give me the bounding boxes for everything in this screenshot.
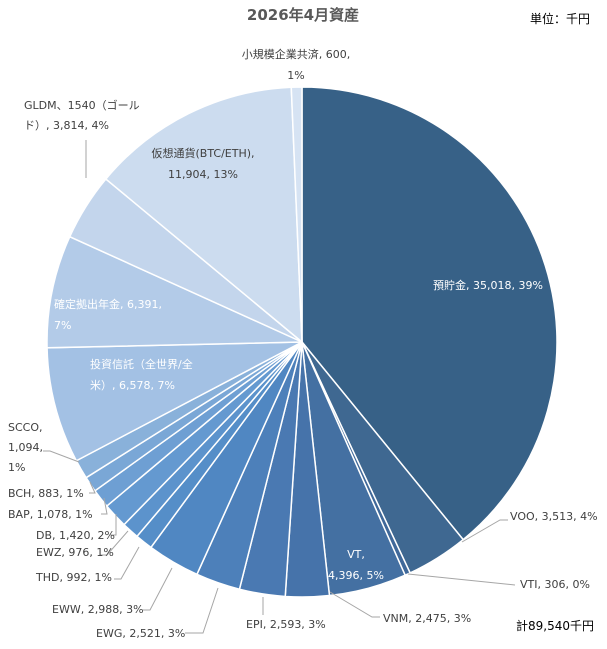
data-label: VNM, 2,475, 3% [383,612,471,625]
leader-line [114,546,140,580]
data-label: VTI, 306, 0% [520,578,590,591]
unit-note: 単位：千円 [530,11,590,26]
data-label: 7% [54,319,71,332]
pie-slice [301,86,558,541]
data-label: VOO, 3,513, 4% [510,510,598,523]
leader-line [407,573,516,586]
data-label: ド）, 3,814, 4% [24,119,109,132]
data-label: EWZ, 976, 1% [36,546,114,559]
pie-slice [290,86,303,343]
data-label: 11,904, 13% [168,168,238,181]
pie-slice [46,341,303,462]
leader-line [143,567,173,611]
chart-title: 2026年4月資産 [247,6,359,24]
data-label: VT, [347,548,365,561]
data-label: 1,094, [8,441,43,454]
data-label: 仮想通貨(BTC/ETH), [151,146,254,160]
data-label: 1% [287,69,304,82]
data-label: 1% [8,461,25,474]
leader-line [110,514,117,536]
leader-line [185,587,219,634]
data-label: 投資信託（全世界/全 [90,357,193,371]
data-label: GLDM、1540（ゴール [24,98,140,112]
leader-line [461,519,508,543]
leader-line [43,450,80,463]
data-label: EWW, 2,988, 3% [52,603,144,616]
data-labels: 預貯金, 35,018, 39% VOO, 3,513, 4% VTI, 306, … [8,47,598,640]
data-label: EPI, 2,593, 3% [246,618,326,631]
data-label: EWG, 2,521, 3% [96,627,185,640]
data-label: 預貯金, 35,018, 39% [433,278,543,292]
leader-lines [43,140,516,634]
data-label: BCH, 883, 1% [8,487,84,500]
data-label: 4,396, 5% [328,569,384,582]
pie-slice [104,86,303,344]
leader-line [329,591,380,618]
data-label: DB, 1,420, 2% [36,529,115,542]
pie-slices [46,86,558,598]
data-label: 小規模企業共済, 600, [242,47,351,61]
total-note: 計89,540千円 [516,618,594,633]
data-label: THD, 992, 1% [35,571,112,584]
data-label: 確定拠出年金, 6,391, [54,297,162,311]
data-label: SCCO, [8,421,43,434]
leader-line [100,530,129,556]
pie-slice [46,235,303,349]
leader-line [89,481,96,494]
data-label: BAP, 1,078, 1% [8,508,93,521]
data-label: 米）, 6,578, 7% [90,379,175,392]
leader-line [101,497,108,515]
